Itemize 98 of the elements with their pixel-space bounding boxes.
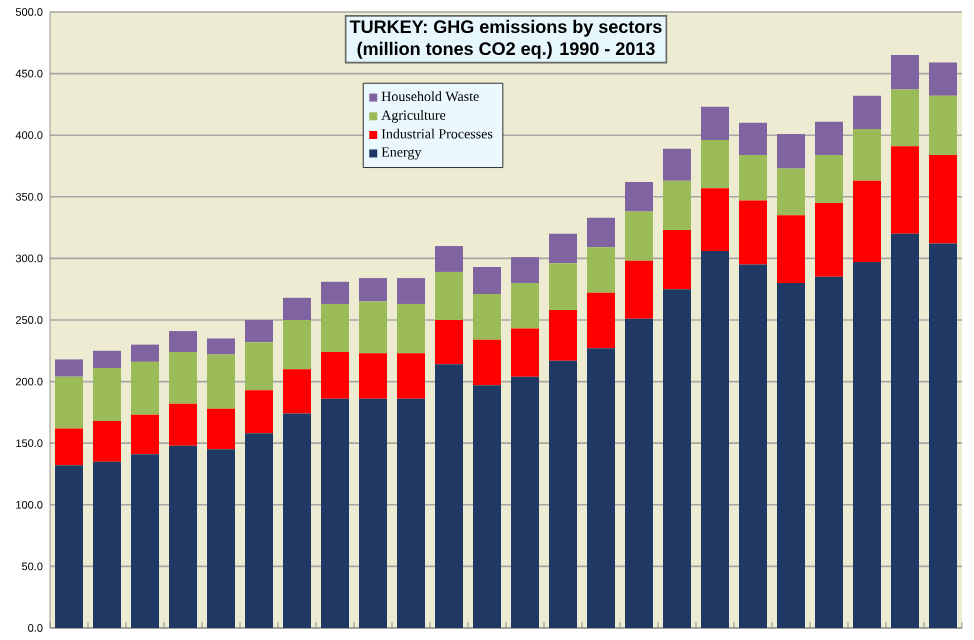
bar — [397, 278, 425, 304]
bar — [549, 233, 577, 264]
bar — [663, 180, 691, 231]
bar — [283, 413, 311, 628]
bar — [587, 247, 615, 293]
bar — [131, 454, 160, 628]
bar — [891, 55, 919, 90]
bar — [625, 318, 653, 628]
bar — [776, 283, 805, 628]
bar — [625, 182, 653, 212]
bar — [207, 408, 236, 450]
bar — [55, 359, 84, 377]
bar — [397, 353, 425, 399]
bar — [853, 180, 881, 263]
bar — [473, 267, 501, 295]
bar — [473, 385, 501, 628]
bar — [700, 106, 729, 141]
bar — [853, 262, 881, 628]
bar — [738, 264, 767, 628]
bar — [511, 376, 539, 628]
bar — [169, 403, 198, 446]
bar — [700, 250, 729, 628]
bar — [700, 188, 729, 251]
bar — [321, 281, 349, 304]
bar — [93, 368, 122, 421]
bar — [245, 390, 274, 434]
bar — [738, 200, 767, 265]
bar — [321, 303, 349, 353]
bar — [511, 257, 539, 284]
bar — [359, 278, 387, 302]
bar — [321, 352, 349, 399]
bar — [435, 271, 463, 320]
bar — [929, 62, 957, 96]
bar — [283, 319, 311, 370]
bar — [853, 95, 881, 130]
bar — [511, 283, 539, 329]
bar — [207, 354, 236, 409]
bar — [891, 89, 919, 147]
bar — [587, 348, 615, 628]
bar — [435, 364, 463, 628]
bar — [207, 338, 236, 355]
bar — [473, 339, 501, 386]
bar — [776, 168, 805, 216]
bar — [359, 301, 387, 354]
bar — [663, 289, 691, 628]
bar — [93, 421, 122, 462]
bar — [169, 331, 198, 353]
bar — [131, 344, 160, 362]
bar — [397, 398, 425, 628]
bar — [321, 398, 349, 628]
bar — [93, 350, 122, 369]
bar — [511, 328, 539, 377]
bar — [549, 310, 577, 361]
bar — [625, 211, 653, 261]
bar — [738, 122, 767, 155]
bar — [814, 202, 843, 277]
bar — [93, 461, 122, 628]
bar — [55, 428, 84, 466]
bar — [814, 154, 843, 203]
bar — [397, 303, 425, 354]
bar — [473, 294, 501, 340]
chart-title: TURKEY: GHG emissions by sectors — [349, 19, 662, 37]
bar — [245, 433, 274, 628]
bar — [549, 360, 577, 628]
bar — [55, 376, 84, 429]
bar — [131, 414, 160, 455]
bar — [207, 449, 236, 628]
bar — [131, 361, 160, 415]
bar — [359, 398, 387, 628]
text: (million tones CO2 eq.) 1990 - 2013 — [357, 41, 655, 59]
bar — [891, 233, 919, 628]
bar — [587, 292, 615, 349]
bar — [738, 154, 767, 201]
bar — [929, 154, 957, 244]
bar — [814, 121, 843, 155]
bar — [169, 352, 198, 404]
bar — [853, 129, 881, 181]
bar — [435, 246, 463, 272]
bar — [169, 445, 198, 628]
bar — [929, 243, 957, 628]
bar — [776, 133, 805, 169]
bar — [549, 263, 577, 311]
bar — [587, 217, 615, 248]
bar — [700, 140, 729, 189]
bar — [245, 342, 274, 391]
bar — [359, 353, 387, 399]
bar — [814, 276, 843, 628]
bar — [245, 319, 274, 343]
bar — [283, 369, 311, 414]
bar — [891, 146, 919, 234]
bar — [55, 465, 84, 628]
bar — [435, 319, 463, 365]
bar — [625, 260, 653, 319]
bar — [776, 215, 805, 284]
bar — [663, 148, 691, 181]
bar — [283, 297, 311, 320]
bar — [663, 230, 691, 290]
bar — [929, 95, 957, 155]
